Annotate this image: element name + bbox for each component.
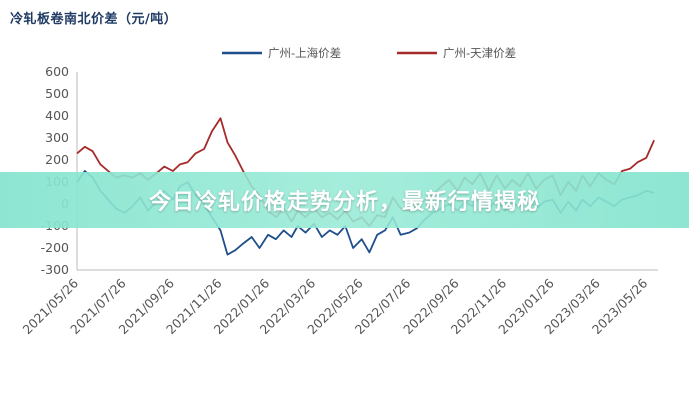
chart-title: 冷轧板卷南北价差（元/吨）: [10, 12, 178, 27]
y-axis: 6005004003002001000-100-200-300: [41, 64, 69, 277]
y-tick-label: -200: [41, 240, 69, 255]
legend-label-series-2: 广州-天津价差: [443, 46, 516, 60]
y-tick-label: 400: [45, 108, 69, 123]
x-axis: 2021/05/262021/07/262021/09/262021/11/26…: [20, 275, 651, 337]
y-tick-label: 200: [45, 152, 69, 167]
y-tick-label: 600: [45, 64, 69, 79]
headline-text: 今日冷轧价格走势分析，最新行情揭秘: [148, 190, 540, 215]
legend: 广州-上海价差 广州-天津价差: [222, 46, 516, 60]
axes: [76, 72, 658, 271]
y-tick-label: -300: [41, 262, 69, 277]
legend-label-series-1: 广州-上海价差: [268, 46, 341, 60]
y-tick-label: 300: [45, 130, 69, 145]
y-tick-label: 500: [45, 86, 69, 101]
headline-banner: 今日冷轧价格走势分析，最新行情揭秘: [0, 172, 689, 228]
